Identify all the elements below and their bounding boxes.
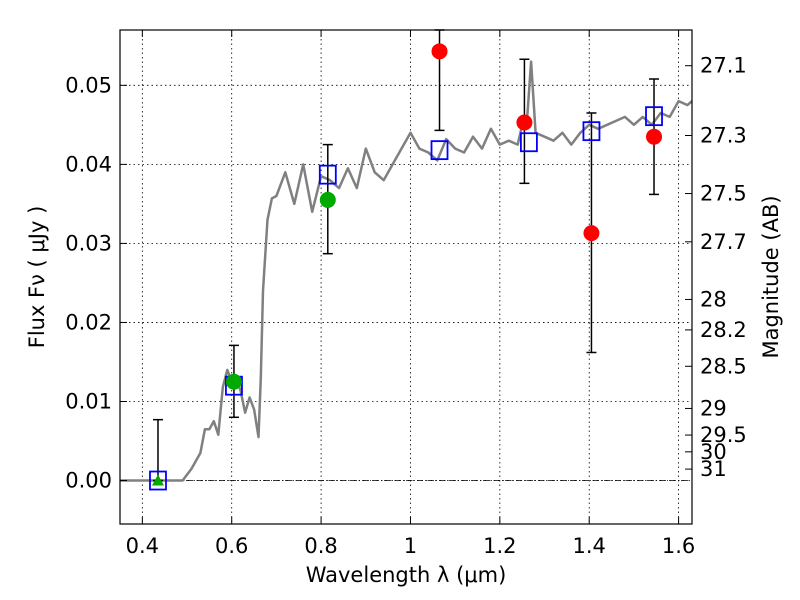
synthetic-photometry-square [149,470,167,491]
mag-tick-label: 27.1 [700,54,747,78]
mag-tick-label: 27.3 [700,123,747,147]
mag-tick-label: 28 [700,287,727,311]
y-tick-label: 0.05 [65,73,112,97]
y-tick-label: 0.01 [65,389,112,413]
y-tick-label: 0.02 [65,310,112,334]
x-axis-title: Wavelength λ (μm) [306,563,507,587]
mag-tick-label: 27.7 [700,230,747,254]
x-tick-label: 1.6 [662,534,695,558]
x-tick-label: 0.6 [215,534,248,558]
green-data-point [319,191,336,208]
green-data-point [225,373,242,390]
data-markers [149,43,663,491]
mag-tick-label: 28.5 [700,354,747,378]
mag-tick-label: 29.5 [700,423,747,447]
x-tick-label: 1.2 [483,534,516,558]
red-data-point [646,128,663,145]
synthetic-photometry-square [582,121,601,142]
synthetic-photometry-square [430,140,449,161]
grid-lines [120,30,692,524]
y-tick-label: 0.04 [65,152,112,176]
mag-tick-label: 28.2 [700,318,747,342]
plot-frame [119,29,693,525]
x-tick-label: 1 [404,534,417,558]
mag-tick-label: 27.5 [700,182,747,206]
spectrum-line [120,60,693,482]
synthetic-photometry-square [645,106,663,127]
mag-tick-label: 31 [700,457,727,481]
x-tick-label: 1.4 [573,534,606,558]
axis-ticks [120,30,692,524]
red-data-point [583,225,600,242]
x-tick-label: 0.8 [304,534,337,558]
synthetic-photometry-square [318,164,337,185]
green-upper-limit-triangle [151,474,164,486]
red-data-point [516,114,533,131]
red-data-point [431,43,448,60]
y-axis-title: Flux Fν ( μJy ) [25,206,49,349]
mag-tick-label: 30 [700,440,727,464]
mag-tick-label: 29 [700,396,727,420]
error-bars [152,29,660,482]
spectrum-layer [120,60,693,482]
y-tick-label: 0.00 [65,469,112,493]
secondary-y-axis-title: Magnitude (AB) [759,195,783,358]
y-tick-label: 0.03 [65,231,112,255]
x-tick-label: 0.4 [126,534,159,558]
synthetic-photometry-square [519,132,538,153]
tick-labels: 0.4 0.6 0.8 1 1.2 1.4 1.6 0.00 0.01 0.02 0.03 0.04 0… [65,54,747,558]
